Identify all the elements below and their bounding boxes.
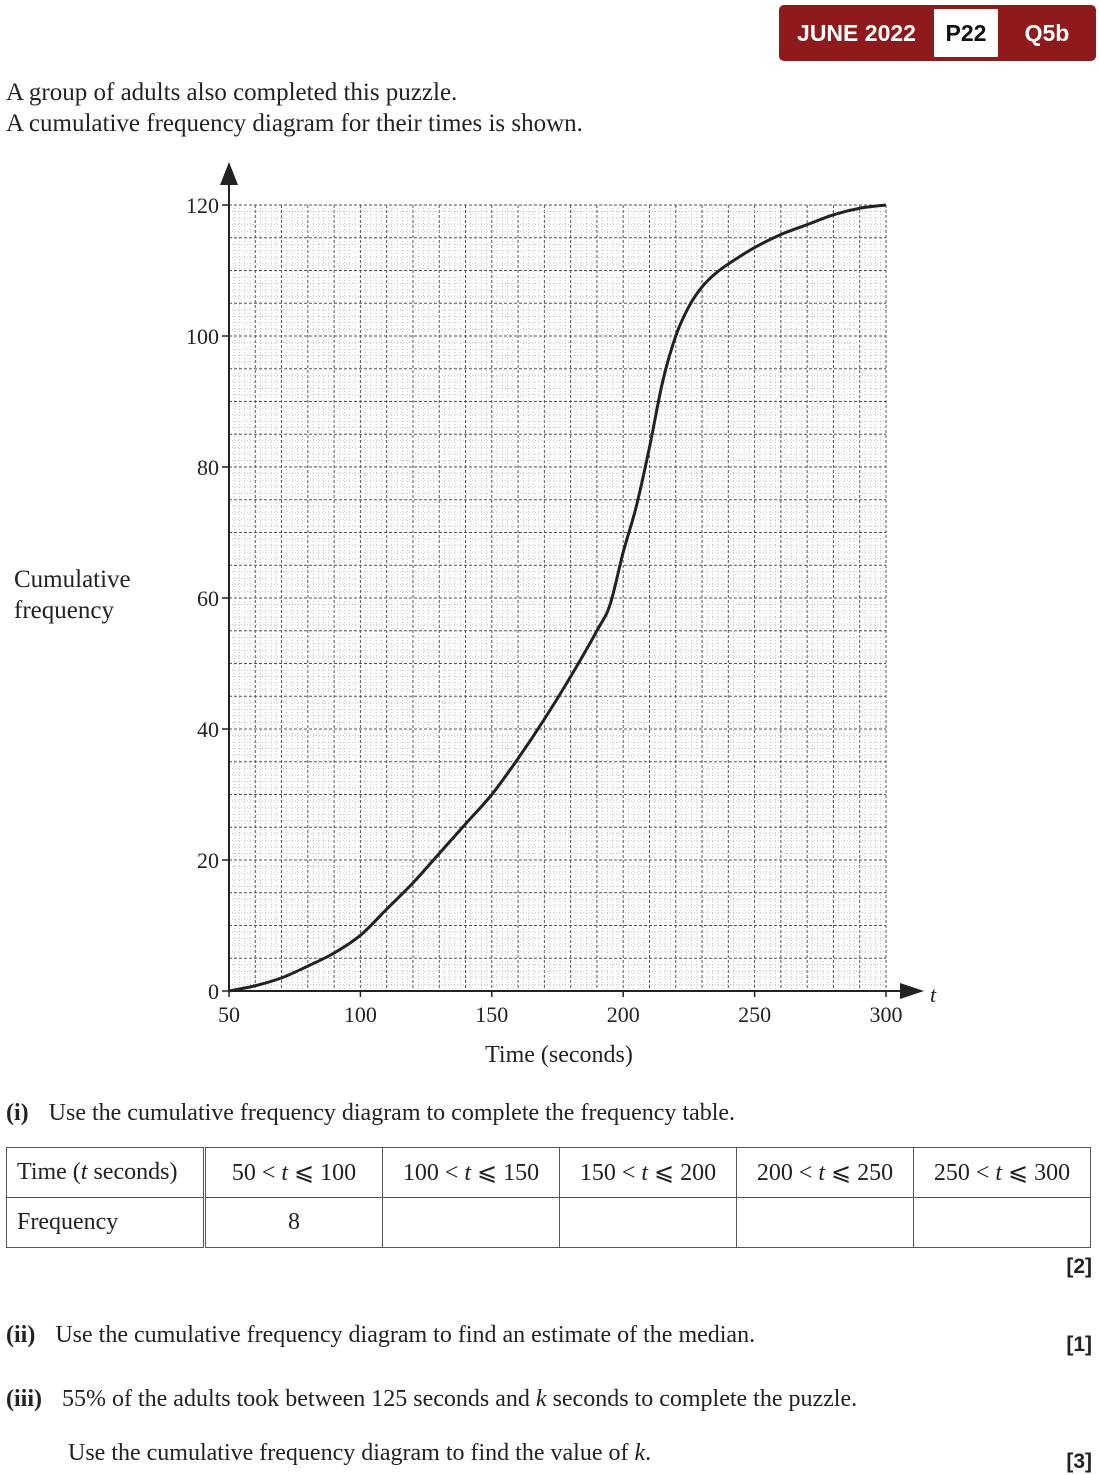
y-tick-label: 40	[197, 717, 219, 742]
question-badge: JUNE 2022 P22 Q5b	[779, 5, 1096, 61]
cumulative-frequency-curve	[228, 203, 887, 993]
intro-line-2: A cumulative frequency diagram for their…	[6, 110, 583, 137]
cumulative-frequency-chart: 0 20 40 60 80 100 120 50 100 150 200 250 300 Time (s…	[186, 162, 937, 1068]
y-axis-label-line-1: Cumulative	[14, 566, 131, 593]
y-tick-label: 80	[197, 455, 219, 480]
mark-ii: [1]	[1066, 1333, 1092, 1356]
x-axis-symbol: t	[930, 982, 937, 1007]
x-axis-arrow	[900, 983, 924, 999]
question-iii-text-1: 55% of the adults took between 125 secon…	[62, 1386, 858, 1412]
x-tick-label: 200	[607, 1002, 640, 1027]
intro-text: A group of adults also completed this pu…	[6, 77, 583, 139]
question-ii-text: Use the cumulative frequency diagram to …	[55, 1322, 756, 1348]
question-iii-number: (iii)	[6, 1386, 42, 1412]
chart-ticks: 0 20 40 60 80 100 120 50 100 150 200 250 300	[186, 193, 903, 1027]
intro-line-1: A group of adults also completed this pu…	[6, 79, 458, 106]
mark-iii: [3]	[1066, 1450, 1092, 1473]
interval-cell: 50 < t ⩽ 100	[204, 1147, 383, 1198]
time-header-cell: Time (t seconds)	[6, 1147, 206, 1198]
y-tick-label: 60	[197, 586, 219, 611]
question-ii: (ii) Use the cumulative frequency diagra…	[6, 1322, 755, 1349]
x-tick-label: 100	[344, 1002, 377, 1027]
table-row-time: Time (t seconds) 50 < t ⩽ 100 100 < t ⩽ …	[6, 1147, 1091, 1198]
y-tick-label: 20	[197, 848, 219, 873]
frequency-input-cell[interactable]	[736, 1197, 914, 1248]
y-tick-label: 0	[208, 979, 219, 1004]
badge-session: JUNE 2022	[797, 19, 916, 46]
x-tick-label: 150	[475, 1002, 508, 1027]
mark-i: [2]	[1066, 1255, 1092, 1278]
x-tick-label: 50	[218, 1002, 240, 1027]
question-ii-number: (ii)	[6, 1322, 36, 1348]
x-axis-label: Time (seconds)	[485, 1042, 633, 1068]
frequency-input-cell[interactable]	[559, 1197, 737, 1248]
interval-cell: 250 < t ⩽ 300	[913, 1147, 1091, 1198]
chart-axes	[220, 162, 924, 999]
y-tick-label: 100	[186, 324, 219, 349]
question-iii: (iii) 55% of the adults took between 125…	[6, 1386, 857, 1413]
question-iii-text-2: Use the cumulative frequency diagram to …	[68, 1440, 652, 1466]
question-i-text: Use the cumulative frequency diagram to …	[48, 1100, 736, 1126]
chart-grid	[229, 204, 887, 991]
question-i-number: (i)	[6, 1100, 29, 1126]
frequency-table: Time (t seconds) 50 < t ⩽ 100 100 < t ⩽ …	[6, 1147, 1091, 1248]
interval-cell: 150 < t ⩽ 200	[559, 1147, 737, 1198]
y-tick-label: 120	[186, 193, 219, 218]
frequency-input-cell[interactable]	[913, 1197, 1091, 1248]
frequency-cell: 8	[204, 1197, 383, 1248]
y-axis-label: Cumulative frequency	[14, 564, 131, 626]
table-row-frequency: Frequency 8	[6, 1197, 1091, 1248]
interval-cell: 100 < t ⩽ 150	[382, 1147, 560, 1198]
y-axis-label-line-2: frequency	[14, 597, 114, 624]
frequency-header-cell: Frequency	[6, 1197, 206, 1248]
chart-series	[228, 203, 887, 993]
x-tick-label: 300	[870, 1002, 903, 1027]
y-axis-arrow	[220, 162, 238, 185]
badge-paper: P22	[934, 9, 998, 57]
question-i: (i) Use the cumulative frequency diagram…	[6, 1100, 735, 1127]
badge-question: Q5b	[1024, 19, 1070, 46]
x-tick-label: 250	[738, 1002, 771, 1027]
frequency-input-cell[interactable]	[382, 1197, 560, 1248]
interval-cell: 200 < t ⩽ 250	[736, 1147, 914, 1198]
